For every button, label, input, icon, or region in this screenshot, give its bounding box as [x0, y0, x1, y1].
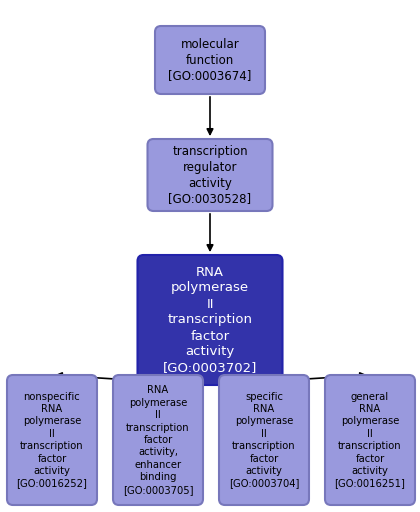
Text: molecular
function
[GO:0003674]: molecular function [GO:0003674] [168, 37, 252, 82]
FancyBboxPatch shape [113, 375, 203, 505]
FancyBboxPatch shape [7, 375, 97, 505]
FancyBboxPatch shape [147, 139, 273, 211]
Text: transcription
regulator
activity
[GO:0030528]: transcription regulator activity [GO:003… [168, 144, 252, 205]
Text: RNA
polymerase
II
transcription
factor
activity,
enhancer
binding
[GO:0003705]: RNA polymerase II transcription factor a… [123, 386, 193, 495]
Text: RNA
polymerase
II
transcription
factor
activity
[GO:0003702]: RNA polymerase II transcription factor a… [163, 266, 257, 374]
FancyBboxPatch shape [155, 26, 265, 94]
Text: nonspecific
RNA
polymerase
II
transcription
factor
activity
[GO:0016252]: nonspecific RNA polymerase II transcript… [16, 392, 87, 488]
FancyBboxPatch shape [137, 255, 283, 385]
Text: general
RNA
polymerase
II
transcription
factor
activity
[GO:0016251]: general RNA polymerase II transcription … [335, 392, 405, 488]
Text: specific
RNA
polymerase
II
transcription
factor
activity
[GO:0003704]: specific RNA polymerase II transcription… [229, 392, 299, 488]
FancyBboxPatch shape [219, 375, 309, 505]
FancyBboxPatch shape [325, 375, 415, 505]
